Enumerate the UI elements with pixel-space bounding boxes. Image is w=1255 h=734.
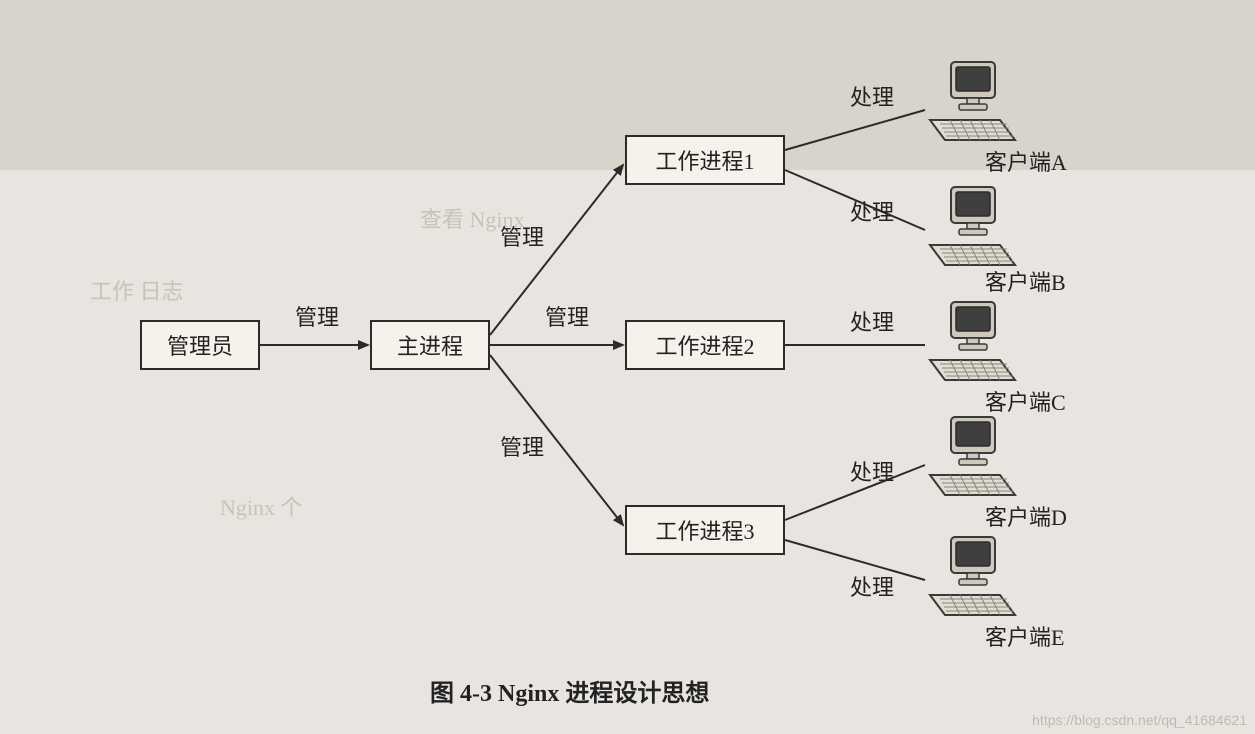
client-b-label: 客户端B [985, 265, 1066, 297]
edge-label-w2-c: 处理 [850, 305, 894, 337]
ghost-text: Nginx 个 [220, 490, 303, 522]
master-node: 主进程 [370, 320, 490, 370]
edge-label-master-w1: 管理 [500, 220, 544, 252]
worker1-node: 工作进程1 [625, 135, 785, 185]
client-a-icon [925, 60, 1020, 150]
client-e-label: 客户端E [985, 620, 1064, 652]
edge-label-w3-e: 处理 [850, 570, 894, 602]
worker2-label: 工作进程2 [655, 329, 754, 361]
watermark: https://blog.csdn.net/qq_41684621 [1032, 712, 1247, 728]
client-d-icon [925, 415, 1020, 505]
client-e-icon [925, 535, 1020, 625]
client-a-label: 客户端A [985, 145, 1067, 177]
figure-caption: 图 4-3 Nginx 进程设计思想 [430, 673, 709, 708]
edge-label-admin-master: 管理 [295, 300, 339, 332]
admin-node: 管理员 [140, 320, 260, 370]
client-b-icon [925, 185, 1020, 275]
edge-label-master-w2: 管理 [545, 300, 589, 332]
worker3-node: 工作进程3 [625, 505, 785, 555]
edge-label-master-w3: 管理 [500, 430, 544, 462]
worker3-label: 工作进程3 [655, 514, 754, 546]
client-d-label: 客户端D [985, 500, 1067, 532]
edge-label-w1-b: 处理 [850, 195, 894, 227]
master-label: 主进程 [397, 329, 463, 361]
ghost-text: 查看 Nginx [420, 202, 525, 234]
worker2-node: 工作进程2 [625, 320, 785, 370]
ghost-text: 工作 日志 [90, 274, 184, 306]
worker1-label: 工作进程1 [655, 144, 754, 176]
client-c-label: 客户端C [985, 385, 1066, 417]
client-c-icon [925, 300, 1020, 390]
edge-label-w3-d: 处理 [850, 455, 894, 487]
admin-label: 管理员 [167, 329, 233, 361]
